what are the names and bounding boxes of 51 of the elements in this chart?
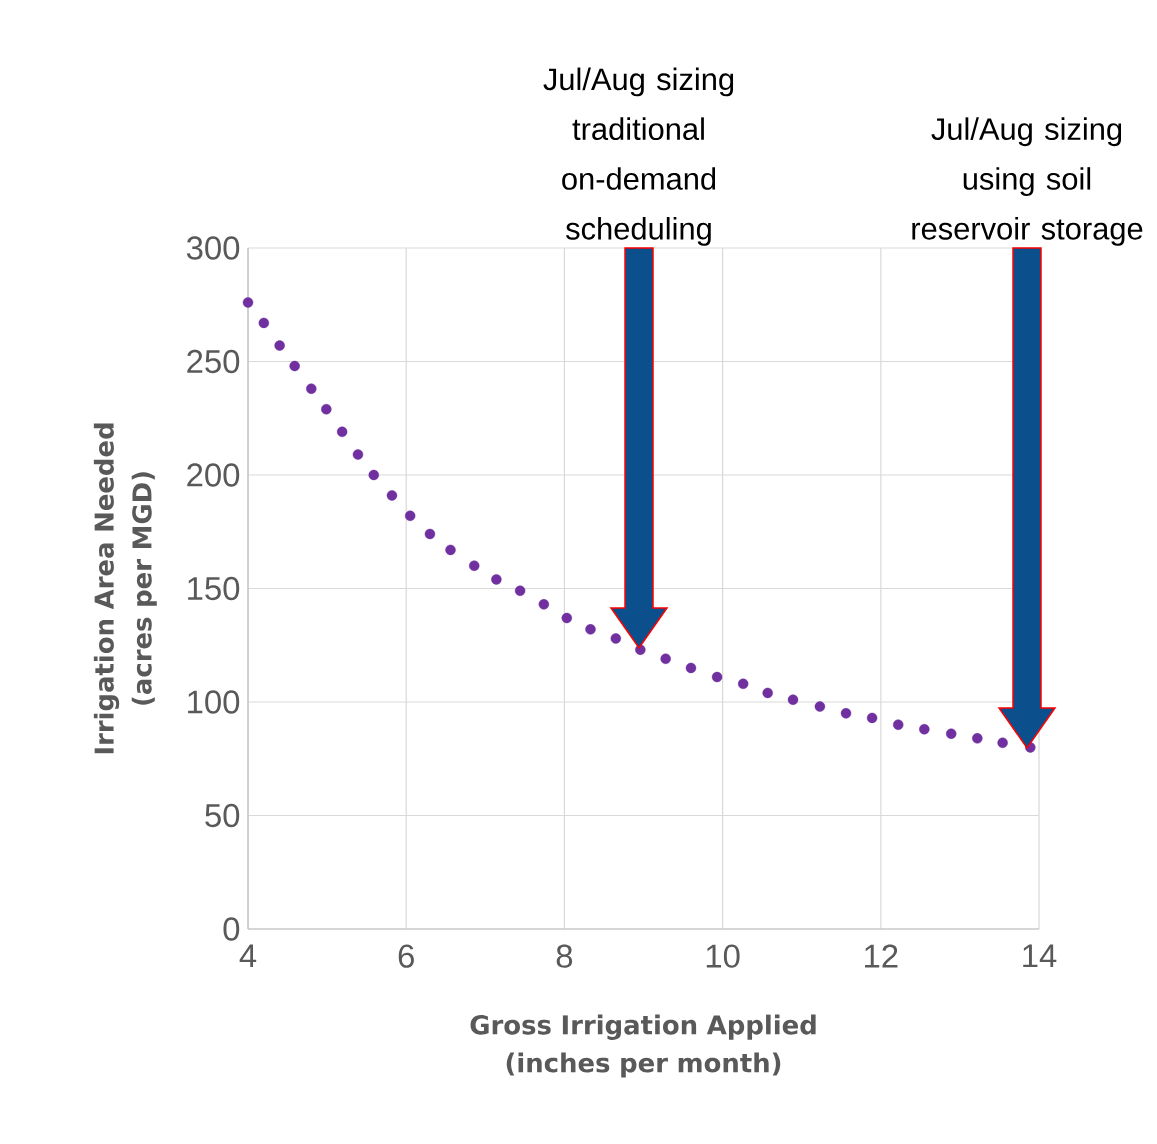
x-tick-label: 14 — [1023, 944, 1057, 968]
y-tick-label: 50 — [205, 803, 240, 828]
x-tick-label: 8 — [556, 944, 573, 968]
point — [274, 340, 285, 351]
point — [610, 633, 622, 644]
point — [762, 687, 773, 699]
y-axis-title: Irrigation Area Needed (acres per MGD) — [93, 423, 157, 754]
y-tick-label: 200 — [187, 463, 240, 487]
point — [561, 612, 572, 624]
point — [352, 449, 364, 460]
point — [866, 712, 878, 724]
point — [997, 737, 1008, 749]
y-tick-label: 0 — [223, 917, 240, 941]
x-tick-label: 4 — [239, 944, 257, 968]
text: Jul/Aug sizing using soil reservoir storage — [912, 117, 1143, 246]
point — [258, 317, 270, 329]
point — [585, 624, 596, 635]
point — [711, 671, 723, 683]
y-tick-label: 300 — [186, 236, 240, 260]
x-tick-label: 10 — [706, 944, 740, 968]
point — [538, 599, 550, 610]
point — [336, 426, 348, 438]
x-axis-title: Gross Irrigation Applied (inches per month) — [470, 1014, 816, 1078]
point — [737, 678, 749, 690]
point — [972, 733, 983, 744]
point — [787, 694, 799, 705]
point — [685, 662, 697, 674]
point — [814, 701, 826, 712]
y-tick-label: 150 — [188, 576, 240, 601]
text: Jul/Aug sizing traditional on-demand scheduling — [543, 67, 734, 246]
point — [368, 469, 379, 481]
point — [242, 297, 254, 308]
point — [840, 708, 852, 719]
point — [893, 719, 904, 730]
point — [491, 574, 502, 585]
point — [469, 560, 480, 571]
point — [946, 728, 957, 739]
y-tick-label: 100 — [188, 690, 240, 714]
y-tick-label: 250 — [187, 349, 240, 374]
point — [424, 528, 436, 540]
point — [445, 544, 456, 556]
x-tick-label: 12 — [865, 944, 898, 968]
point — [321, 403, 332, 415]
x-tick-label: 6 — [398, 944, 414, 968]
point — [404, 510, 416, 522]
point — [660, 653, 671, 665]
point — [514, 585, 526, 596]
point — [386, 490, 398, 501]
point — [919, 724, 930, 735]
point — [289, 360, 300, 372]
point — [306, 383, 317, 394]
